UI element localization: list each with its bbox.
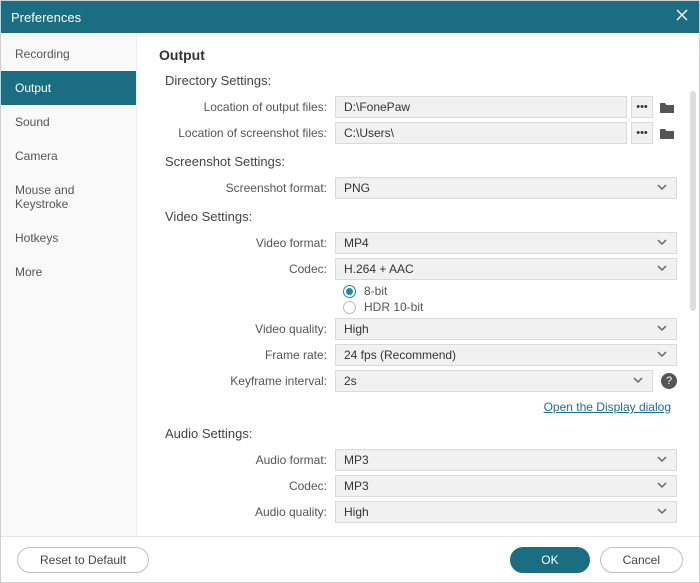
label-video-codec: Codec: — [159, 262, 335, 276]
sidebar-item-recording[interactable]: Recording — [1, 37, 136, 71]
row-audio-quality: Audio quality: High — [159, 501, 677, 523]
page-title: Output — [159, 47, 677, 63]
section-directory-title: Directory Settings: — [165, 73, 677, 88]
chevron-down-icon — [656, 236, 668, 251]
section-audio-title: Audio Settings: — [165, 426, 677, 441]
content-pane: Output Directory Settings: Location of o… — [137, 33, 699, 536]
sidebar-item-sound[interactable]: Sound — [1, 105, 136, 139]
row-video-format: Video format: MP4 — [159, 232, 677, 254]
chevron-down-icon — [656, 181, 668, 196]
row-audio-format: Audio format: MP3 — [159, 449, 677, 471]
sidebar: Recording Output Sound Camera Mouse and … — [1, 33, 137, 536]
radio-icon-checked — [343, 285, 356, 298]
select-audio-format[interactable]: MP3 — [335, 449, 677, 471]
open-screenshot-folder-icon[interactable] — [657, 122, 677, 144]
scrollbar[interactable] — [690, 91, 696, 311]
select-audio-quality[interactable]: High — [335, 501, 677, 523]
row-video-codec: Codec: H.264 + AAC — [159, 258, 677, 280]
open-output-folder-icon[interactable] — [657, 96, 677, 118]
ok-button[interactable]: OK — [510, 547, 589, 573]
browse-screenshot-button[interactable]: ••• — [631, 122, 653, 144]
row-output-location: Location of output files: D:\FonePaw ••• — [159, 96, 677, 118]
label-screenshot-format: Screenshot format: — [159, 181, 335, 195]
select-video-codec[interactable]: H.264 + AAC — [335, 258, 677, 280]
sidebar-item-mouse-keystroke[interactable]: Mouse and Keystroke — [1, 173, 136, 221]
label-video-quality: Video quality: — [159, 322, 335, 336]
sidebar-item-hotkeys[interactable]: Hotkeys — [1, 221, 136, 255]
label-audio-format: Audio format: — [159, 453, 335, 467]
chevron-down-icon — [632, 374, 644, 389]
input-output-location[interactable]: D:\FonePaw — [335, 96, 627, 118]
footer: Reset to Default OK Cancel — [1, 536, 699, 582]
label-audio-quality: Audio quality: — [159, 505, 335, 519]
label-output-location: Location of output files: — [159, 100, 335, 114]
section-screenshot-title: Screenshot Settings: — [165, 154, 677, 169]
label-frame-rate: Frame rate: — [159, 348, 335, 362]
input-screenshot-location[interactable]: C:\Users\ — [335, 122, 627, 144]
chevron-down-icon — [656, 453, 668, 468]
radio-icon-unchecked — [343, 301, 356, 314]
chevron-down-icon — [656, 322, 668, 337]
chevron-down-icon — [656, 479, 668, 494]
select-keyframe-interval[interactable]: 2s — [335, 370, 653, 392]
section-video-title: Video Settings: — [165, 209, 677, 224]
sidebar-item-more[interactable]: More — [1, 255, 136, 289]
row-screenshot-location: Location of screenshot files: C:\Users\ … — [159, 122, 677, 144]
sidebar-item-camera[interactable]: Camera — [1, 139, 136, 173]
reset-to-default-button[interactable]: Reset to Default — [17, 547, 149, 573]
row-screenshot-format: Screenshot format: PNG — [159, 177, 677, 199]
select-screenshot-format[interactable]: PNG — [335, 177, 677, 199]
select-video-quality[interactable]: High — [335, 318, 677, 340]
chevron-down-icon — [656, 505, 668, 520]
radio-8bit[interactable]: 8-bit — [343, 284, 677, 298]
window-title: Preferences — [11, 10, 81, 25]
help-icon[interactable]: ? — [661, 373, 677, 389]
browse-output-button[interactable]: ••• — [631, 96, 653, 118]
open-display-dialog-link[interactable]: Open the Display dialog — [544, 400, 671, 414]
select-video-format[interactable]: MP4 — [335, 232, 677, 254]
sidebar-item-output[interactable]: Output — [1, 71, 136, 105]
preferences-window: Preferences Recording Output Sound Camer… — [0, 0, 700, 583]
label-video-format: Video format: — [159, 236, 335, 250]
row-frame-rate: Frame rate: 24 fps (Recommend) — [159, 344, 677, 366]
close-icon[interactable] — [675, 8, 689, 27]
titlebar: Preferences — [1, 1, 699, 33]
radio-hdr10bit[interactable]: HDR 10-bit — [343, 300, 677, 314]
chevron-down-icon — [656, 262, 668, 277]
label-screenshot-location: Location of screenshot files: — [159, 126, 335, 140]
window-body: Recording Output Sound Camera Mouse and … — [1, 33, 699, 536]
cancel-button[interactable]: Cancel — [600, 547, 683, 573]
chevron-down-icon — [656, 348, 668, 363]
select-audio-codec[interactable]: MP3 — [335, 475, 677, 497]
label-audio-codec: Codec: — [159, 479, 335, 493]
row-keyframe-interval: Keyframe interval: 2s ? — [159, 370, 677, 392]
display-dialog-link-row: Open the Display dialog — [159, 398, 671, 416]
row-video-quality: Video quality: High — [159, 318, 677, 340]
select-frame-rate[interactable]: 24 fps (Recommend) — [335, 344, 677, 366]
label-keyframe-interval: Keyframe interval: — [159, 374, 335, 388]
row-audio-codec: Codec: MP3 — [159, 475, 677, 497]
